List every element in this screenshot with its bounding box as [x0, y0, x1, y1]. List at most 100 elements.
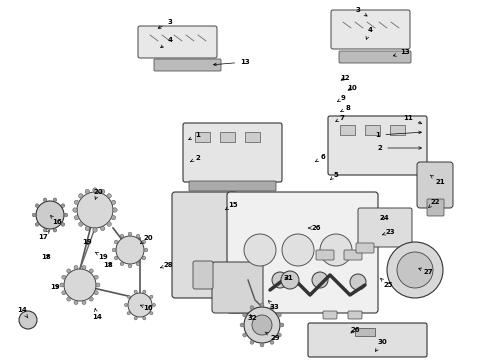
FancyBboxPatch shape — [172, 192, 238, 298]
Circle shape — [127, 295, 130, 298]
Text: 3: 3 — [356, 7, 367, 16]
Text: 20: 20 — [140, 235, 153, 244]
Text: 21: 21 — [430, 175, 445, 185]
FancyBboxPatch shape — [339, 51, 411, 63]
Circle shape — [89, 297, 93, 301]
Circle shape — [270, 340, 274, 344]
Circle shape — [128, 232, 132, 236]
Text: 5: 5 — [331, 172, 339, 180]
Circle shape — [53, 198, 57, 202]
Circle shape — [96, 283, 100, 287]
FancyBboxPatch shape — [193, 261, 213, 289]
Circle shape — [85, 226, 90, 231]
Circle shape — [67, 297, 71, 301]
Circle shape — [82, 301, 86, 305]
Circle shape — [94, 291, 98, 295]
Circle shape — [32, 213, 36, 217]
FancyBboxPatch shape — [331, 10, 410, 49]
Text: 16: 16 — [50, 216, 62, 225]
Circle shape — [244, 234, 276, 266]
FancyBboxPatch shape — [348, 311, 362, 319]
Circle shape — [93, 228, 97, 232]
Circle shape — [85, 189, 90, 194]
Circle shape — [240, 323, 244, 327]
Text: 4: 4 — [366, 27, 372, 39]
Bar — [245, 132, 260, 142]
Circle shape — [142, 240, 146, 244]
Text: 32: 32 — [247, 315, 257, 321]
Text: 7: 7 — [336, 115, 344, 122]
Circle shape — [93, 188, 97, 192]
Text: 27: 27 — [419, 268, 433, 275]
Circle shape — [67, 269, 71, 273]
FancyBboxPatch shape — [183, 123, 282, 182]
Circle shape — [260, 343, 264, 347]
Text: 19: 19 — [82, 239, 92, 245]
FancyBboxPatch shape — [154, 59, 221, 71]
Circle shape — [61, 222, 65, 226]
FancyBboxPatch shape — [323, 311, 337, 319]
Circle shape — [74, 200, 79, 204]
Text: 4: 4 — [161, 37, 172, 48]
Text: 24: 24 — [379, 215, 389, 221]
Circle shape — [350, 274, 366, 290]
Text: 11: 11 — [403, 115, 422, 124]
FancyBboxPatch shape — [212, 262, 263, 313]
Circle shape — [79, 194, 83, 198]
Circle shape — [82, 265, 86, 269]
Circle shape — [113, 208, 117, 212]
Text: 18: 18 — [41, 254, 51, 260]
Text: 25: 25 — [381, 279, 393, 288]
Circle shape — [127, 312, 130, 315]
Circle shape — [143, 317, 146, 320]
Circle shape — [100, 226, 105, 231]
Circle shape — [128, 264, 132, 268]
Circle shape — [250, 340, 254, 344]
Text: 26: 26 — [350, 327, 360, 333]
Text: 2: 2 — [190, 155, 200, 162]
Circle shape — [43, 228, 47, 232]
Circle shape — [64, 269, 96, 301]
Circle shape — [250, 306, 254, 310]
Circle shape — [277, 333, 281, 337]
Circle shape — [282, 234, 314, 266]
Text: 15: 15 — [225, 202, 238, 210]
Text: 17: 17 — [38, 230, 49, 240]
Circle shape — [143, 290, 146, 293]
FancyBboxPatch shape — [189, 181, 276, 191]
Circle shape — [114, 240, 118, 244]
Circle shape — [61, 204, 65, 207]
FancyBboxPatch shape — [356, 243, 374, 253]
Text: 8: 8 — [340, 105, 350, 112]
Circle shape — [111, 200, 116, 204]
Circle shape — [280, 323, 284, 327]
Text: 1: 1 — [189, 132, 200, 140]
FancyBboxPatch shape — [417, 162, 453, 208]
Circle shape — [142, 256, 146, 260]
Circle shape — [243, 313, 246, 317]
Text: 20: 20 — [93, 189, 103, 199]
FancyBboxPatch shape — [308, 323, 427, 357]
Circle shape — [73, 208, 77, 212]
Text: 12: 12 — [340, 75, 350, 81]
Bar — [365, 125, 380, 135]
Circle shape — [94, 275, 98, 279]
Circle shape — [107, 222, 111, 226]
Circle shape — [252, 315, 272, 335]
Bar — [390, 125, 405, 135]
Text: 30: 30 — [375, 339, 387, 351]
Circle shape — [387, 242, 443, 298]
Circle shape — [107, 194, 111, 198]
Circle shape — [134, 317, 137, 320]
Circle shape — [64, 213, 68, 217]
Text: 9: 9 — [338, 95, 345, 102]
Text: 29: 29 — [265, 332, 280, 341]
Circle shape — [144, 248, 148, 252]
Text: 22: 22 — [428, 199, 440, 208]
Circle shape — [150, 295, 153, 298]
Circle shape — [320, 234, 352, 266]
Text: 14: 14 — [17, 307, 28, 318]
Text: 31: 31 — [283, 275, 293, 281]
Circle shape — [53, 228, 57, 232]
Text: 26: 26 — [308, 225, 321, 231]
